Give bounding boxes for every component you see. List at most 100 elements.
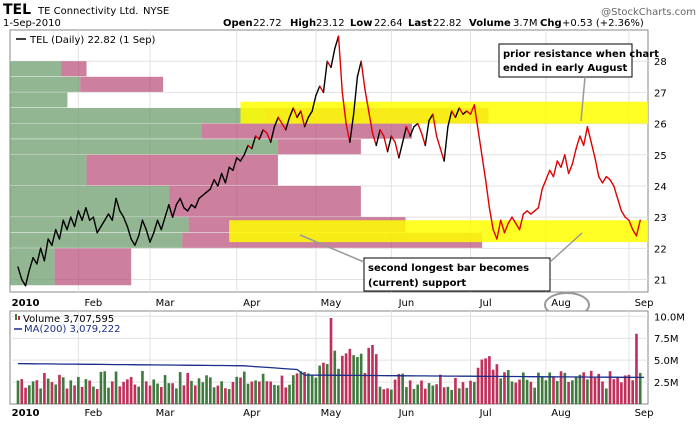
volume-bar-down [88,380,91,404]
vbp-bar-up [10,248,55,286]
volume-bar-up [103,371,107,404]
volume-bar-up [314,377,318,404]
price-segment [232,157,238,172]
volume-bar-up [604,388,608,404]
volume-bar-up [273,384,276,404]
price-legend: TEL (Daily) 22.82 (1 Sep) [29,35,156,46]
volume-bar-up [254,380,257,404]
volume-bar-up [307,373,310,404]
volume-bar-down [484,358,487,404]
volume-bar-up [69,380,73,404]
price-segment [379,129,385,137]
volume-bar-up [54,384,58,404]
volume-bar-down [50,382,54,404]
volume-bar-up [212,387,216,404]
volume-bar-up [586,379,589,404]
price-segment [631,228,638,237]
volume-bar-down [129,376,133,404]
month-labels-top: 2010 Feb Mar Apr May Jun Jul Aug Sep [12,298,654,309]
price-segment [17,266,23,281]
price-segment [628,219,634,231]
volume-bar-down [126,379,129,404]
volume-bar-down [559,371,563,404]
price-segment [326,60,332,69]
price-segment [582,125,589,147]
price-segment [224,166,230,184]
volume-bar-down [258,381,261,404]
volume-bar-down [329,318,333,404]
volume-bar-down [65,388,69,404]
price-segment [307,110,313,119]
price-segment [119,210,125,218]
month-labels-bottom: 2010 Feb Mar Apr May Jun Jul Aug Sep [12,408,654,419]
price-segment [171,203,178,218]
price-segment [515,222,521,231]
volume-bar-down [144,381,148,404]
price-segment [315,85,321,97]
price-segment [443,125,449,162]
price-segment [511,216,517,225]
price-segment [281,122,287,131]
price-segment [70,216,76,228]
volume-bar-up [522,372,525,404]
price-segment [126,225,132,240]
volume-bar-down [95,388,99,404]
price-tick-label: 26 [654,120,667,131]
volume-bar-up [310,375,314,404]
volume-bar-up [163,375,167,404]
volume-bar-down [435,384,438,404]
price-segment [541,179,547,190]
volume-bar-up [209,377,212,404]
volume-bar-down [423,388,427,404]
price-segment [575,135,581,150]
price-segment [77,210,83,221]
price-segment [435,135,442,150]
price-segment [499,219,506,234]
price-segment [560,154,566,168]
price-segment [145,228,151,243]
price-segment [609,179,615,187]
price-segment [243,144,249,156]
price-segment [424,119,430,147]
price-line [17,35,641,287]
volume-bar-down [186,372,190,404]
price-segment [401,125,408,143]
price-segment [432,113,438,137]
volume-bar-up [540,377,544,404]
volume-bar-up [359,353,363,404]
volume-bar-down [616,377,619,404]
volume-bar-up [416,384,420,404]
price-segment [122,216,129,228]
volume-bar-down [122,381,125,404]
volume-bar-up [427,383,431,404]
volume-bar-up [525,379,529,404]
volume-bar-up [107,387,110,404]
price-segment [537,188,543,209]
month-label: Feb [85,298,103,309]
volume-bar-up [288,384,291,404]
price-segment [503,222,509,234]
ticker: TEL [3,2,31,18]
price-segment [360,60,366,90]
quote-low-label: Low [350,18,372,29]
price-tick-label: 22 [654,244,667,255]
volume-bar-down [148,385,152,404]
volume-bar-down [20,379,24,404]
quote-chg-label: Chg [540,18,562,29]
price-segment [28,256,34,271]
resistance-callout-line2: ended in early August [503,63,627,74]
price-axis: 21 22 23 24 25 26 27 28 [654,57,667,286]
support-callout-line2: (current) support [368,278,466,289]
volume-bar-down [623,375,627,404]
volume-bar-up [190,380,193,404]
volume-bar-down [295,373,299,404]
volume-bar-up [235,376,239,404]
volume-bar-down [110,381,114,404]
price-segment [481,154,487,181]
vbp-bar-up [10,154,87,186]
price-segment [273,116,279,128]
price-segment [217,172,223,187]
volume-bar-up [638,372,642,404]
price-segment [115,197,121,212]
volume-bar-up [261,373,265,404]
